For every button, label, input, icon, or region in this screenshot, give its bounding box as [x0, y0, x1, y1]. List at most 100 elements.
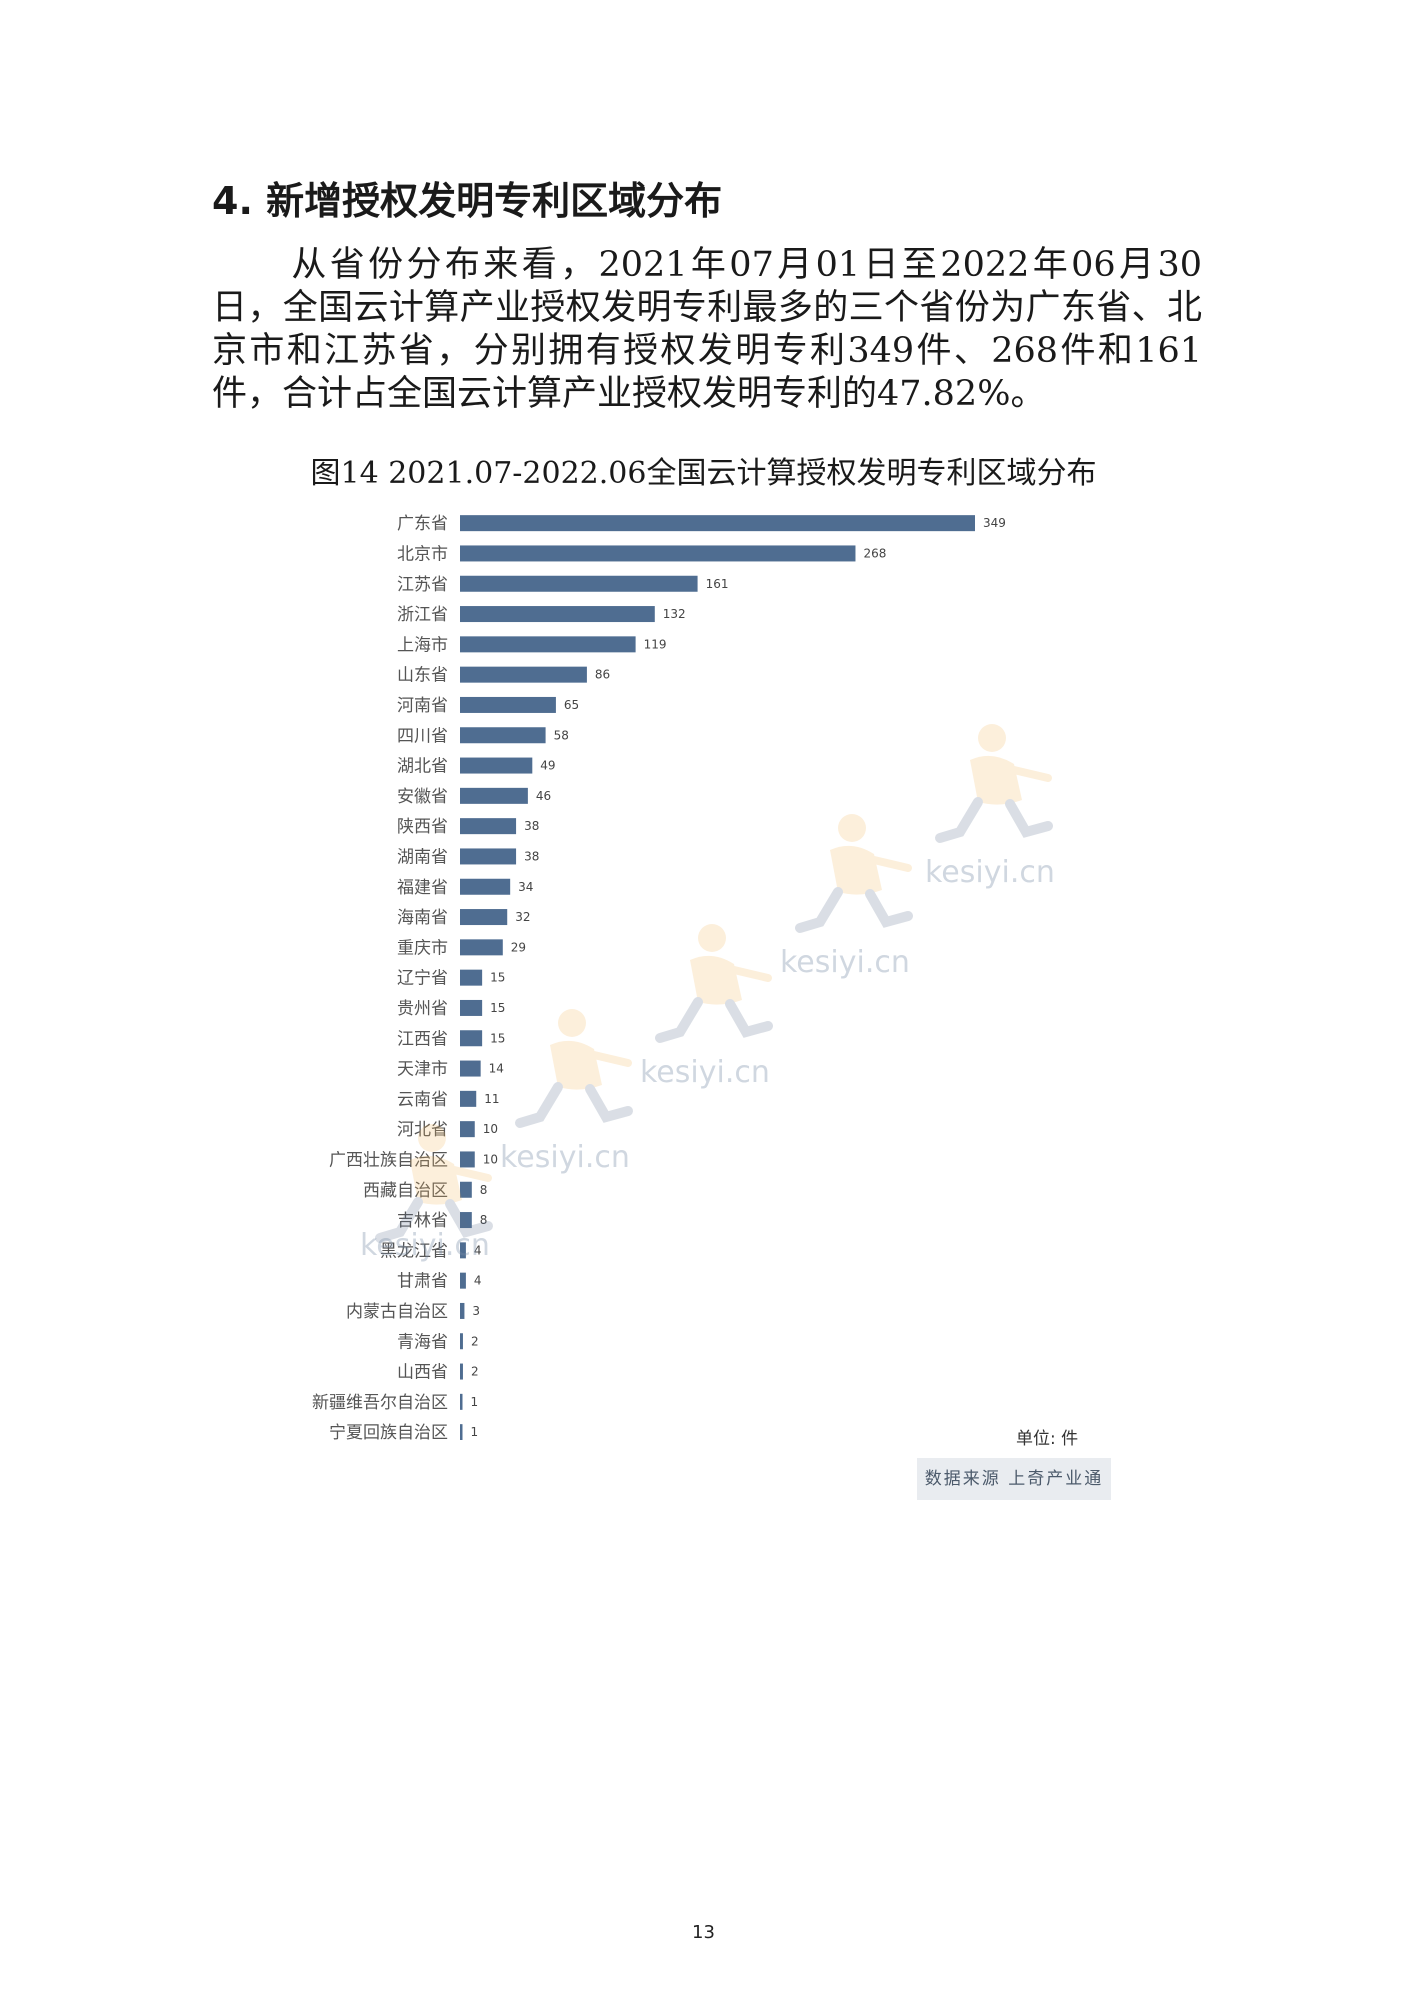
category-label: 广东省: [397, 514, 448, 534]
bar: [460, 606, 655, 623]
body-paragraph: 从省份分布来看，2021年07月01日至2022年06月30日，全国云计算产业授…: [212, 244, 1202, 416]
category-label: 重庆市: [397, 938, 448, 958]
category-label: 海南省: [397, 908, 448, 928]
category-label: 上海市: [397, 635, 448, 655]
bar: [460, 575, 698, 592]
bar: [460, 1151, 475, 1168]
category-label: 安徽省: [397, 787, 448, 807]
watermark-text: kesiyi.cn: [780, 945, 910, 980]
bar-value-label: 10: [483, 1152, 498, 1166]
category-label: 西藏自治区: [363, 1181, 448, 1201]
bar: [460, 1060, 481, 1077]
bar: [460, 909, 508, 926]
bar-value-label: 15: [490, 971, 505, 985]
watermark-runner-icon: [510, 1005, 640, 1149]
category-label: 河北省: [397, 1120, 448, 1140]
bar: [460, 878, 511, 895]
bar: [460, 545, 856, 562]
bar: [460, 1242, 466, 1259]
bar: [460, 1272, 466, 1289]
category-label: 江苏省: [397, 575, 448, 595]
bar-value-label: 1: [471, 1425, 479, 1439]
watermark-runner-icon: [930, 720, 1060, 864]
bar-value-label: 15: [490, 1001, 505, 1015]
watermark-runner-icon: [790, 810, 920, 954]
watermark-runner-icon: [650, 920, 780, 1064]
bar: [460, 757, 533, 774]
bar-value-label: 1: [471, 1395, 479, 1409]
bar-value-label: 32: [515, 910, 530, 924]
category-label: 四川省: [397, 726, 448, 746]
bar: [460, 1030, 483, 1047]
bar: [460, 999, 483, 1016]
bar-value-label: 38: [524, 819, 539, 833]
bar: [460, 787, 528, 804]
category-label: 北京市: [397, 544, 448, 564]
category-label: 广西壮族自治区: [329, 1150, 448, 1170]
bar: [460, 1121, 475, 1138]
category-label: 青海省: [397, 1332, 448, 1352]
bar: [460, 1333, 463, 1350]
bar: [460, 515, 975, 532]
watermark-runner-icon: [370, 1120, 500, 1264]
category-label: 甘肃省: [397, 1272, 448, 1292]
bar-value-label: 132: [663, 607, 686, 621]
category-label: 贵州省: [397, 999, 448, 1019]
bar: [460, 1393, 463, 1410]
category-label: 陕西省: [397, 817, 448, 837]
bar: [460, 818, 517, 835]
bar-value-label: 58: [554, 728, 569, 742]
bar: [460, 696, 556, 713]
category-label: 内蒙古自治区: [346, 1302, 448, 1322]
bar-value-label: 29: [511, 940, 526, 954]
category-label: 山东省: [397, 666, 448, 686]
bar-value-label: 15: [490, 1031, 505, 1045]
category-label: 云南省: [397, 1090, 448, 1110]
bar-value-label: 8: [480, 1213, 488, 1227]
bar: [460, 1302, 465, 1319]
unit-label: 单位: 件: [1016, 1429, 1079, 1449]
bar-value-label: 161: [706, 577, 729, 591]
bar: [460, 1181, 472, 1198]
category-label: 河南省: [397, 696, 448, 716]
bar-value-label: 65: [564, 698, 579, 712]
category-label: 黑龙江省: [380, 1241, 448, 1261]
page-number: 13: [692, 1922, 715, 1943]
watermark-text: kesiyi.cn: [925, 855, 1055, 890]
bar: [460, 666, 587, 683]
watermark-text: kesiyi.cn: [360, 1228, 490, 1263]
bar-value-label: 10: [483, 1122, 498, 1136]
category-label: 湖南省: [397, 847, 448, 867]
bar-value-label: 2: [471, 1334, 479, 1348]
bar: [460, 848, 517, 865]
bar-value-label: 11: [484, 1092, 499, 1106]
bar-value-label: 3: [472, 1304, 480, 1318]
category-label: 浙江省: [397, 605, 448, 625]
bar-value-label: 268: [863, 546, 886, 560]
category-label: 福建省: [397, 878, 448, 898]
body-paragraph-text: 从省份分布来看，2021年07月01日至2022年06月30日，全国云计算产业授…: [212, 245, 1202, 414]
bar: [460, 1212, 472, 1229]
bar-value-label: 349: [983, 516, 1006, 530]
watermark-text: kesiyi.cn: [500, 1140, 630, 1175]
bar-value-label: 4: [474, 1274, 482, 1288]
category-label: 江西省: [397, 1029, 448, 1049]
category-label: 辽宁省: [397, 969, 448, 989]
bar: [460, 969, 483, 986]
bar-value-label: 38: [524, 849, 539, 863]
section-heading: 4. 新增授权发明专利区域分布: [212, 179, 723, 223]
bar-value-label: 46: [536, 789, 551, 803]
bar: [460, 636, 636, 653]
data-source-badge: 数据来源 上奇产业通: [917, 1458, 1111, 1500]
category-label: 新疆维吾尔自治区: [312, 1393, 448, 1413]
bar-value-label: 14: [489, 1062, 504, 1076]
bar: [460, 1363, 463, 1380]
category-label: 宁夏回族自治区: [329, 1423, 448, 1440]
bar-value-label: 119: [644, 637, 667, 651]
category-label: 吉林省: [397, 1211, 448, 1231]
bar-value-label: 8: [480, 1183, 488, 1197]
bar-value-label: 2: [471, 1365, 479, 1379]
figure-title: 图14 2021.07-2022.06全国云计算授权发明专利区域分布: [310, 456, 1097, 491]
bar: [460, 939, 503, 956]
